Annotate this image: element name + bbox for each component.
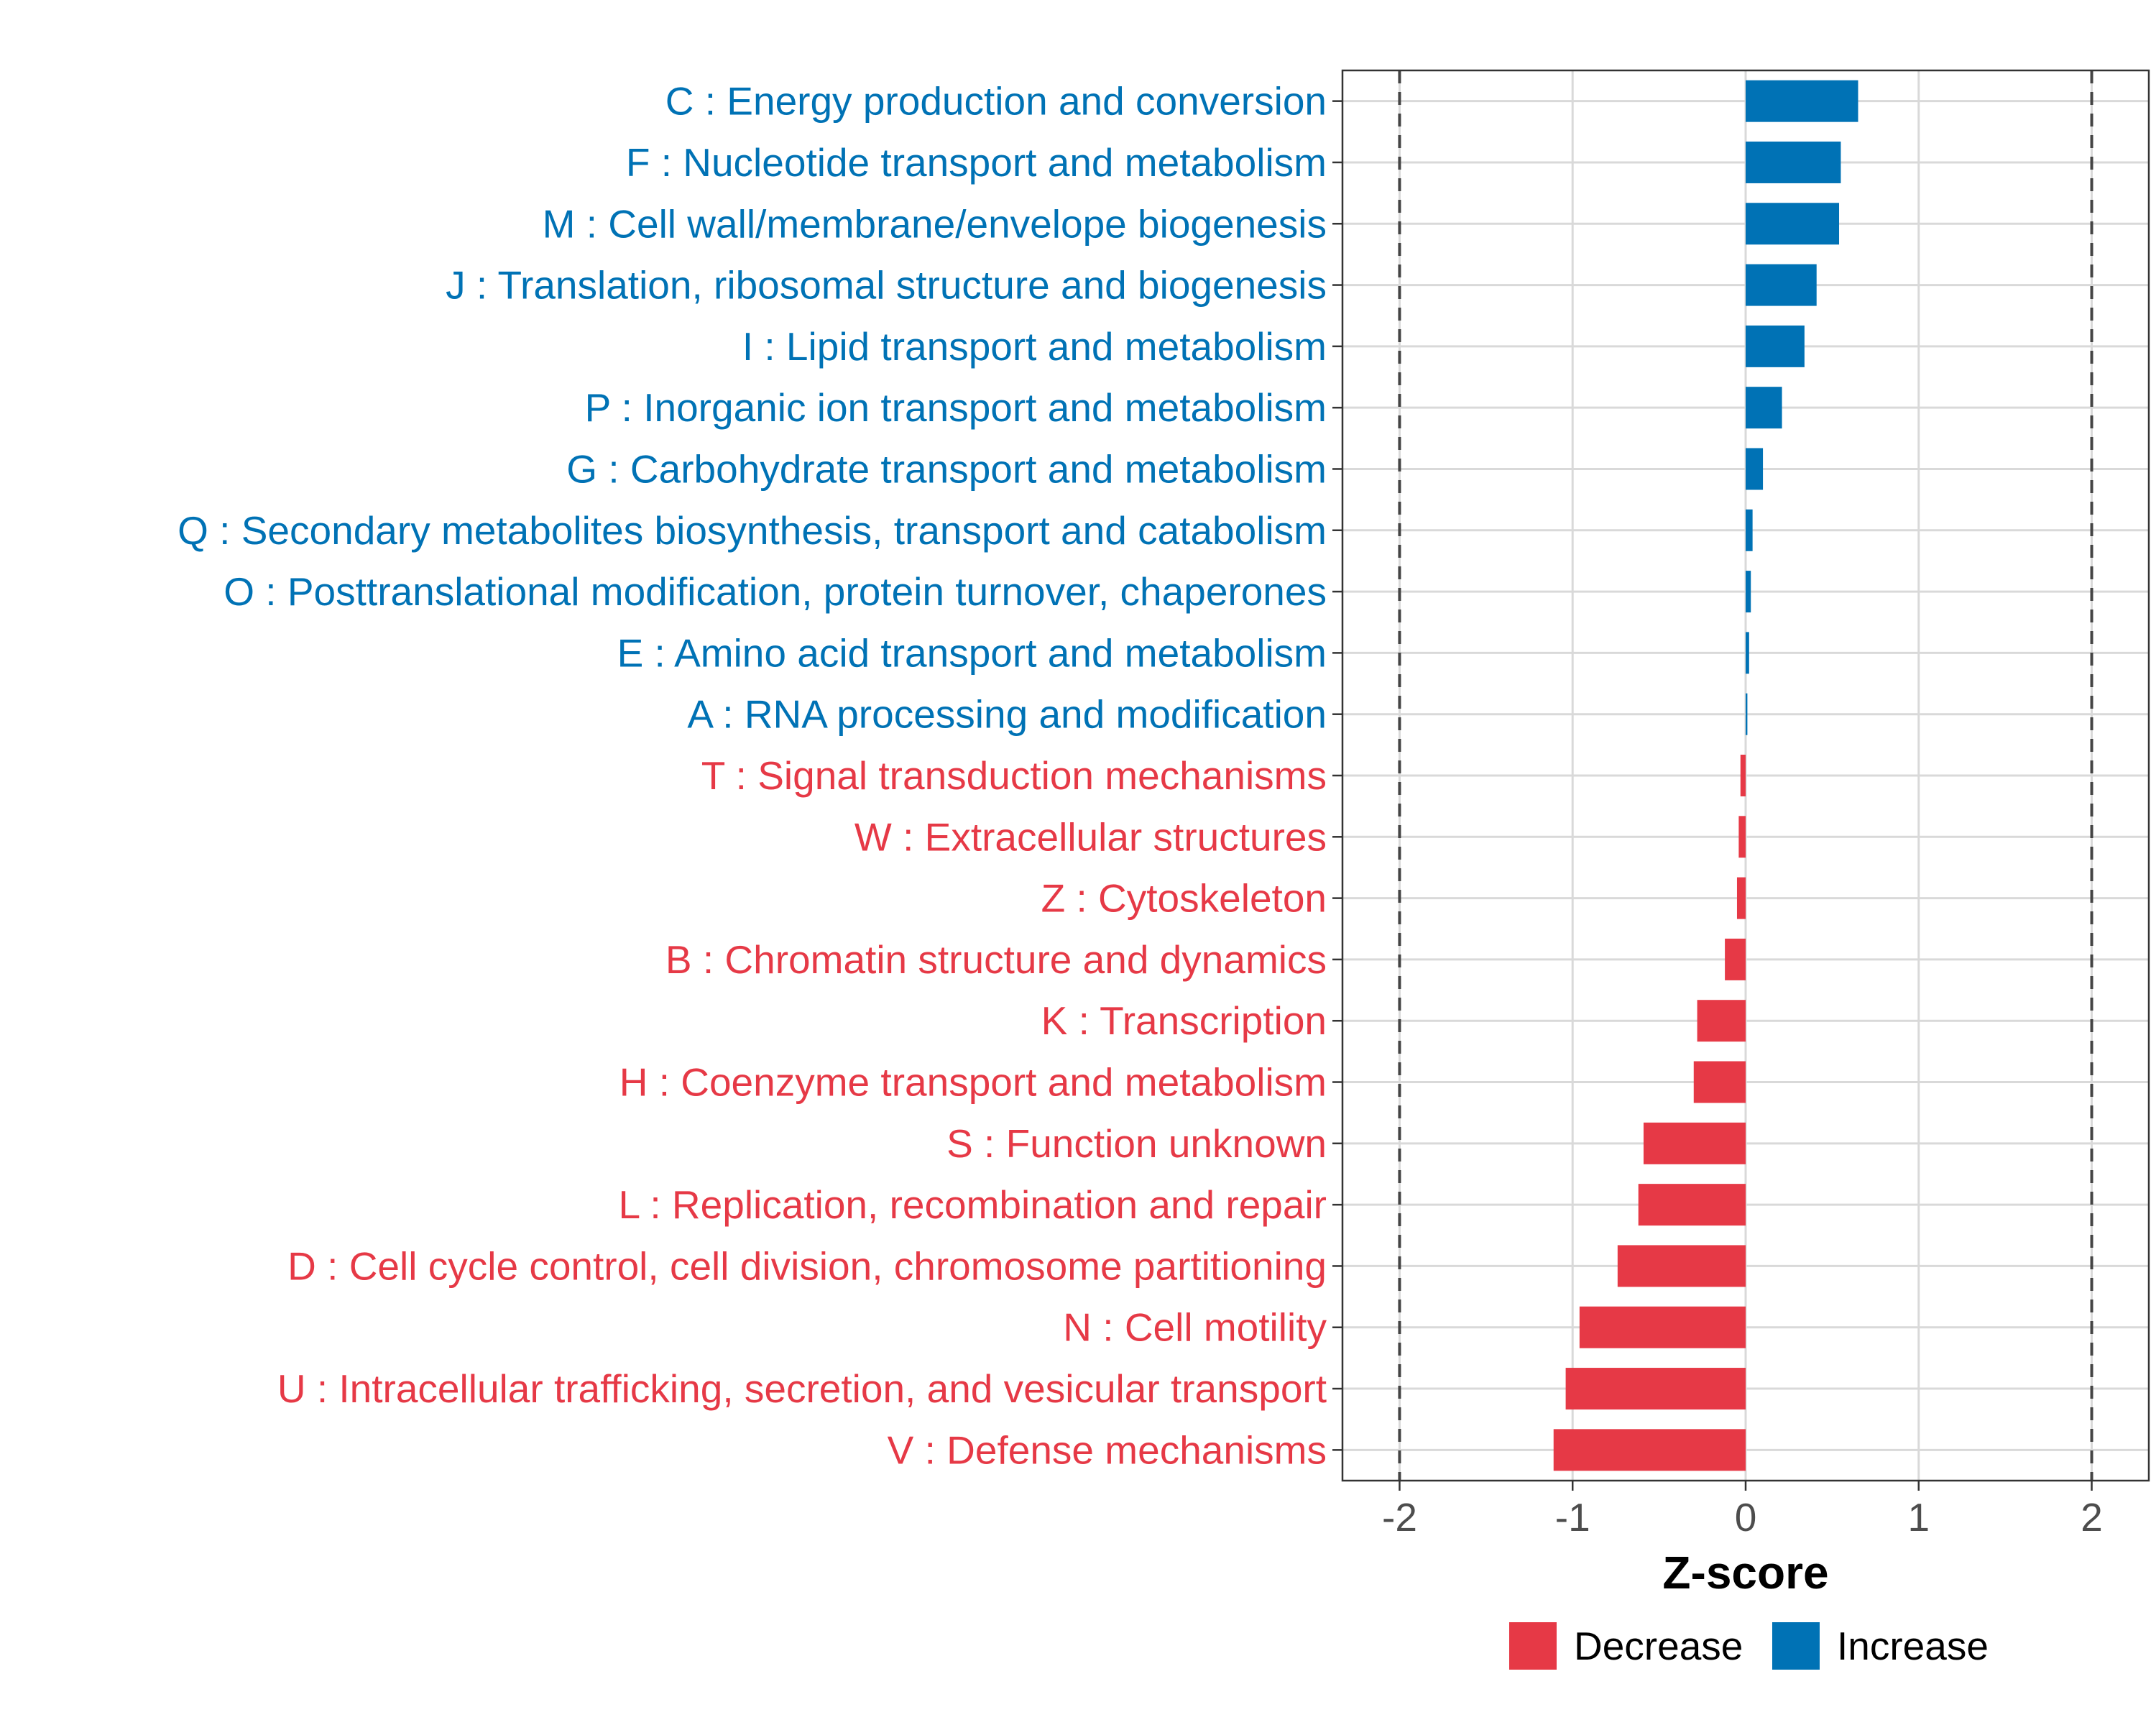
reference-lines [1398, 70, 2093, 1481]
bar [1740, 754, 1746, 797]
x-tick-label: 2 [2081, 1495, 2103, 1540]
category-label: Z : Cytoskeleton [1041, 876, 1327, 921]
category-label: Q : Secondary metabolites biosynthesis, … [178, 508, 1327, 553]
category-label: B : Chromatin structure and dynamics [665, 937, 1327, 982]
legend: Decrease Increase [1509, 1622, 1989, 1670]
bar [1565, 1368, 1746, 1410]
bar [1746, 387, 1782, 429]
category-label: N : Cell motility [1063, 1305, 1327, 1350]
bar [1746, 264, 1817, 306]
category-label: H : Coenzyme transport and metabolism [619, 1060, 1327, 1105]
legend-swatch [1509, 1622, 1557, 1670]
legend-label: Decrease [1574, 1624, 1743, 1668]
x-tick-label: 0 [1735, 1495, 1757, 1540]
bar [1736, 877, 1746, 919]
category-label: O : Posttranslational modification, prot… [224, 569, 1327, 614]
bar [1617, 1245, 1746, 1287]
bar [1746, 632, 1749, 674]
category-label: C : Energy production and conversion [665, 79, 1327, 124]
category-label: P : Inorganic ion transport and metaboli… [585, 385, 1327, 430]
bar [1725, 938, 1746, 980]
x-axis-title: Z-score [1662, 1547, 1828, 1598]
bar [1746, 448, 1764, 490]
category-label: D : Cell cycle control, cell division, c… [287, 1243, 1327, 1288]
x-tick-label: -2 [1382, 1495, 1417, 1540]
category-label: U : Intracellular trafficking, secretion… [277, 1366, 1327, 1411]
category-labels: C : Energy production and conversion F : … [178, 79, 1342, 1472]
category-label: I : Lipid transport and metabolism [742, 324, 1327, 369]
category-label: L : Replication, recombination and repai… [619, 1182, 1327, 1227]
bar [1697, 1000, 1746, 1042]
x-tick-label: 1 [1907, 1495, 1930, 1540]
category-label: M : Cell wall/membrane/envelope biogenes… [543, 201, 1327, 246]
bar [1746, 141, 1841, 183]
category-label: J : Translation, ribosomal structure and… [446, 263, 1327, 308]
category-label: F : Nucleotide transport and metabolism [626, 140, 1327, 185]
legend-swatch [1772, 1622, 1820, 1670]
bar [1693, 1061, 1746, 1103]
bar [1746, 80, 1858, 122]
bar [1746, 325, 1805, 367]
x-axis-ticks: -2 -1 0 1 2 [1382, 1481, 2103, 1540]
category-label: V : Defense mechanisms [888, 1427, 1327, 1472]
category-label: T : Signal transduction mechanisms [701, 753, 1327, 798]
bar [1643, 1122, 1746, 1164]
category-label: E : Amino acid transport and metabolism [617, 630, 1327, 675]
category-label: K : Transcription [1041, 998, 1327, 1043]
bar [1746, 571, 1751, 613]
x-tick-label: -1 [1555, 1495, 1590, 1540]
category-label: W : Extracellular structures [854, 814, 1327, 859]
bar [1553, 1429, 1746, 1471]
bars [1553, 80, 1858, 1471]
category-label: A : RNA processing and modification [687, 692, 1327, 737]
category-label: G : Carbohydrate transport and metabolis… [566, 446, 1327, 491]
category-label: S : Function unknown [946, 1121, 1327, 1166]
bar [1746, 693, 1748, 735]
bar [1579, 1306, 1746, 1348]
bar [1746, 509, 1753, 551]
bar [1746, 203, 1840, 245]
bar [1638, 1184, 1746, 1226]
legend-label: Increase [1837, 1624, 1989, 1668]
bar [1738, 816, 1746, 858]
